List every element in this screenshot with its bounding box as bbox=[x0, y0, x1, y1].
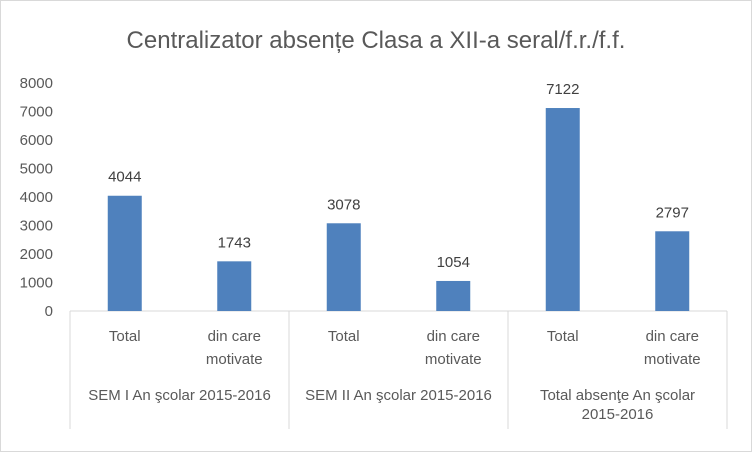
category-label: motivate bbox=[644, 351, 701, 368]
chart-title: Centralizator absențe Clasa a XII-a sera… bbox=[127, 27, 626, 54]
y-tick-label: 8000 bbox=[20, 75, 53, 92]
category-label: din care bbox=[646, 328, 699, 345]
group-label: 2015-2016 bbox=[582, 406, 654, 423]
y-tick-label: 3000 bbox=[20, 218, 53, 235]
category-label: motivate bbox=[425, 351, 482, 368]
bar bbox=[545, 108, 580, 311]
data-label: 2797 bbox=[656, 204, 689, 221]
label-layer: 4044 1743 3078 1054 7122 2797 bbox=[108, 81, 689, 271]
group-label: SEM I An şcolar 2015-2016 bbox=[88, 387, 271, 404]
category-layer: Total din care motivate SEM I An şcolar 201… bbox=[88, 328, 700, 423]
category-label: Total bbox=[109, 328, 141, 345]
category-label: Total bbox=[328, 328, 360, 345]
y-tick-label: 0 bbox=[45, 303, 53, 320]
bar bbox=[217, 261, 252, 311]
data-label: 7122 bbox=[546, 81, 579, 98]
bar bbox=[107, 195, 142, 311]
bar-layer bbox=[107, 108, 690, 311]
data-label: 3078 bbox=[327, 196, 360, 213]
data-label: 1743 bbox=[218, 234, 251, 251]
category-label: motivate bbox=[206, 351, 263, 368]
group-label: SEM II An şcolar 2015-2016 bbox=[305, 387, 492, 404]
category-label: din care bbox=[208, 328, 261, 345]
data-label: 4044 bbox=[108, 169, 141, 186]
bar bbox=[655, 231, 690, 311]
y-tick-label: 4000 bbox=[20, 189, 53, 206]
data-label: 1054 bbox=[437, 254, 470, 271]
axis-layer: 0 1000 2000 3000 4000 5000 6000 7000 8000 bbox=[20, 75, 728, 429]
y-tick-label: 2000 bbox=[20, 246, 53, 263]
y-tick-label: 6000 bbox=[20, 132, 53, 149]
bar bbox=[436, 280, 471, 311]
y-tick-label: 5000 bbox=[20, 161, 53, 178]
y-tick-label: 7000 bbox=[20, 104, 53, 121]
category-label: din care bbox=[427, 328, 480, 345]
bar bbox=[326, 223, 361, 311]
category-label: Total bbox=[547, 328, 579, 345]
y-tick-label: 1000 bbox=[20, 275, 53, 292]
group-label: Total absenţe An şcolar bbox=[540, 387, 695, 404]
